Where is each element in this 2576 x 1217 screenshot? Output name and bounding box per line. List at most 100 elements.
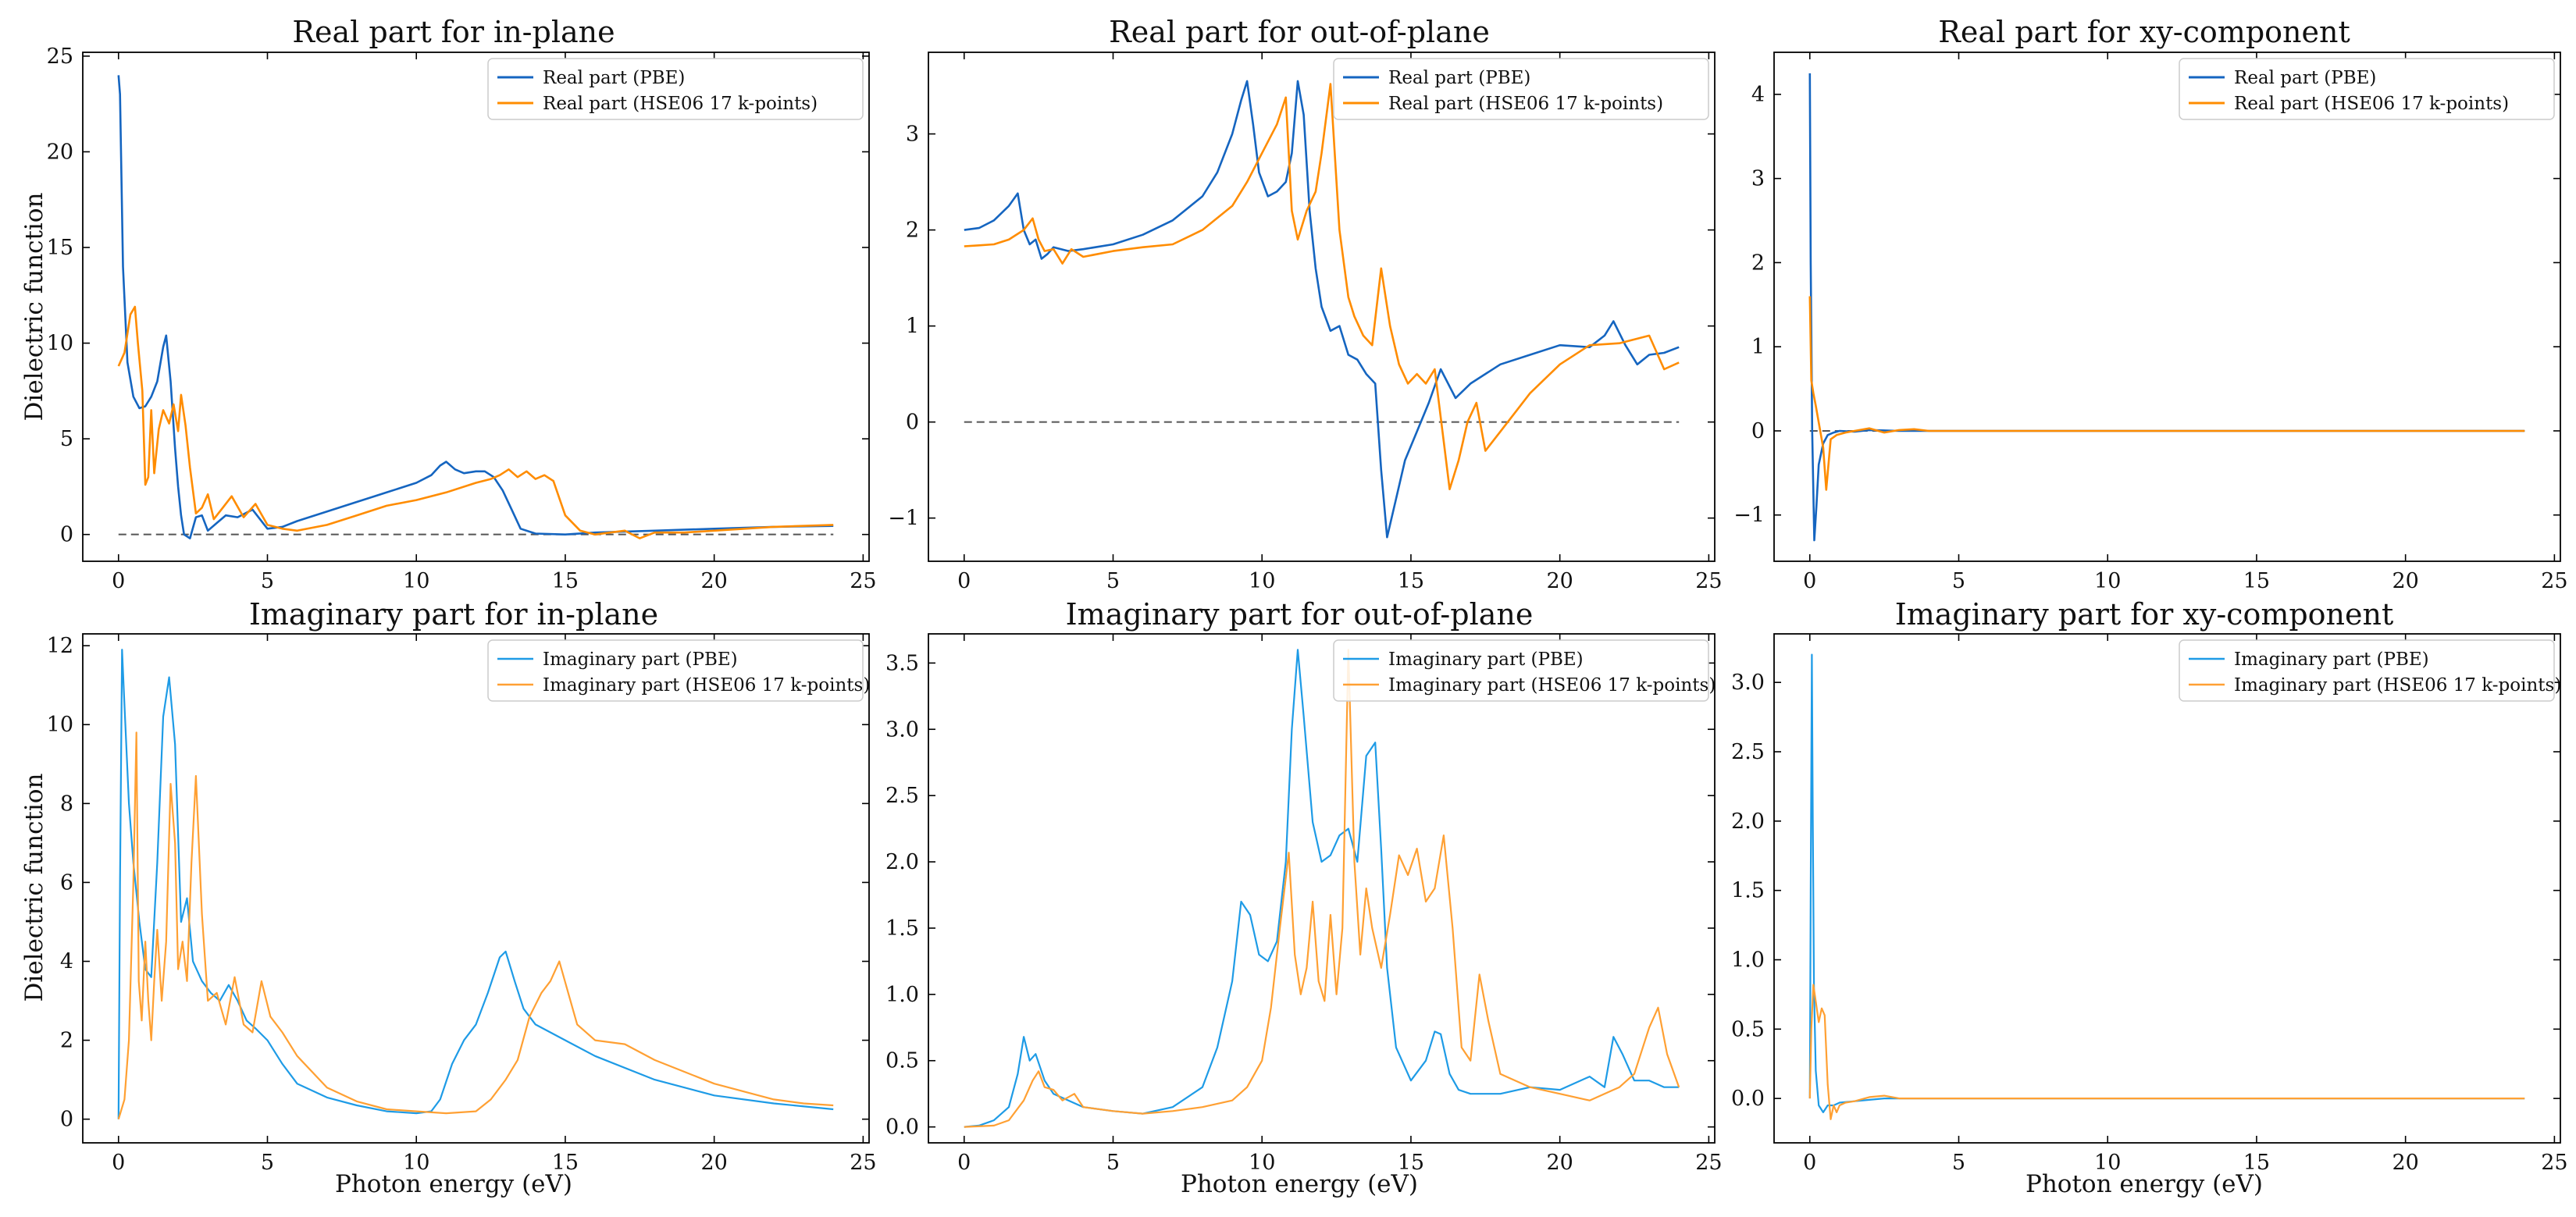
legend-label: Real part (HSE06 17 k-points)	[2234, 94, 2509, 114]
y-tick-label: 1	[1751, 335, 1765, 359]
legend-box	[2179, 639, 2555, 702]
axes-frame	[1773, 633, 2561, 1144]
x-tick-label: 0	[112, 1151, 125, 1175]
x-tick-label: 5	[1952, 1151, 1965, 1175]
legend: Imaginary part (PBE) Imaginary part (HSE0…	[487, 639, 870, 702]
series-line-1	[1808, 984, 2525, 1120]
x-tick-label: 25	[2541, 569, 2567, 593]
y-tick-label: 3.0	[1731, 671, 1765, 695]
y-tick-label: 4	[1751, 83, 1765, 107]
panel-imaginary-out-of-plane: Imaginary part for out-of-plane Photon e…	[1066, 597, 1534, 1198]
x-axis-label: Photon energy (eV)	[1181, 1170, 1418, 1198]
axes-frame	[82, 633, 870, 1144]
y-tick-label: 3	[1751, 167, 1765, 191]
panel-title: Real part for out-of-plane	[1109, 15, 1490, 49]
y-tick-label: 3.0	[885, 717, 919, 742]
legend: Imaginary part (PBE) Imaginary part (HSE0…	[1333, 639, 1716, 702]
x-tick-label: 25	[2541, 1151, 2567, 1175]
y-tick-label: −1	[1733, 504, 1765, 528]
y-tick-label: 10	[47, 713, 73, 737]
y-tick-label: 3.5	[885, 651, 919, 675]
x-tick-label: 25	[850, 1151, 876, 1175]
legend-label: Real part (HSE06 17 k-points)	[543, 94, 818, 114]
y-tick-label: 2.0	[1731, 810, 1765, 834]
y-tick-label: 6	[60, 870, 73, 895]
axes-frame	[928, 633, 1716, 1144]
x-tick-label: 25	[1695, 1151, 1722, 1175]
series-line-0	[117, 75, 834, 539]
legend-label: Imaginary part (PBE)	[1388, 649, 1584, 670]
y-tick-label: 1	[906, 315, 919, 339]
y-tick-label: 2	[60, 1029, 73, 1053]
y-tick-label: 2.0	[885, 850, 919, 874]
panel-title: Imaginary part for xy-component	[1895, 597, 2394, 632]
axes-frame	[82, 52, 870, 562]
legend-label: Real part (PBE)	[543, 68, 685, 88]
y-tick-label: 20	[47, 140, 73, 164]
y-tick-label: 12	[47, 634, 73, 658]
y-tick-label: 8	[60, 792, 73, 816]
axes-frame	[1773, 52, 2561, 562]
y-tick-label: 4	[60, 950, 73, 974]
series-line-1	[117, 731, 834, 1120]
y-tick-label: 0.5	[1731, 1017, 1765, 1041]
x-tick-label: 5	[1952, 569, 1965, 593]
x-tick-label: 5	[261, 1151, 274, 1175]
series-line-0	[117, 649, 834, 1119]
legend: Imaginary part (PBE) Imaginary part (HSE0…	[2179, 639, 2561, 702]
x-tick-label: 15	[1398, 569, 1424, 593]
x-tick-label: 15	[1398, 1151, 1424, 1175]
panel-imaginary-xy-component: Imaginary part for xy-component Photon e…	[1895, 597, 2394, 1198]
panel-real-xy-component: Real part for xy-component	[1938, 15, 2350, 49]
legend-label: Imaginary part (PBE)	[543, 649, 738, 670]
legend: Real part (PBE) Real part (HSE06 17 k-poi…	[2179, 58, 2555, 120]
x-tick-label: 0	[957, 1151, 971, 1175]
legend-label: Imaginary part (HSE06 17 k-points)	[543, 675, 870, 696]
y-tick-label: 0.0	[885, 1116, 919, 1140]
x-tick-label: 15	[2243, 1151, 2270, 1175]
x-axis-label: Photon energy (eV)	[335, 1170, 572, 1198]
x-tick-label: 0	[1803, 569, 1816, 593]
series-line-1	[117, 305, 834, 539]
y-tick-label: 0	[60, 523, 73, 547]
legend: Real part (PBE) Real part (HSE06 17 k-poi…	[487, 58, 864, 120]
x-tick-label: 5	[1106, 569, 1120, 593]
series-line-1	[964, 83, 1680, 490]
y-tick-label: 15	[47, 236, 73, 260]
x-tick-label: 20	[2392, 1151, 2418, 1175]
y-tick-label: 1.5	[885, 916, 919, 941]
x-tick-label: 5	[1106, 1151, 1120, 1175]
x-tick-label: 15	[552, 1151, 579, 1175]
legend-label: Imaginary part (PBE)	[2234, 649, 2429, 670]
x-tick-label: 20	[1546, 569, 1573, 593]
legend-label: Imaginary part (HSE06 17 k-points)	[2234, 675, 2561, 696]
y-tick-label: 0	[1751, 419, 1765, 443]
x-axis-label: Photon energy (eV)	[2026, 1170, 2263, 1198]
axes-frame	[928, 52, 1716, 562]
y-tick-label: 2.5	[1731, 740, 1765, 764]
legend-box	[487, 639, 864, 702]
x-tick-label: 0	[112, 569, 125, 593]
panel-real-in-plane: Real part for in-plane Dielectric functi…	[20, 15, 615, 421]
x-tick-label: 15	[552, 569, 579, 593]
y-tick-label: 5	[60, 427, 73, 451]
x-tick-label: 10	[403, 1151, 429, 1175]
series-line-1	[964, 649, 1680, 1128]
y-tick-label: 0	[60, 1108, 73, 1132]
panel-title: Imaginary part for out-of-plane	[1066, 597, 1534, 632]
legend: Real part (PBE) Real part (HSE06 17 k-poi…	[1333, 58, 1709, 120]
x-tick-label: 0	[957, 569, 971, 593]
legend-box	[1333, 58, 1709, 120]
x-tick-label: 10	[2094, 1151, 2121, 1175]
x-tick-label: 10	[403, 569, 429, 593]
x-tick-label: 5	[261, 569, 274, 593]
legend-label: Imaginary part (HSE06 17 k-points)	[1388, 675, 1716, 696]
x-tick-label: 0	[1803, 1151, 1816, 1175]
x-tick-label: 15	[2243, 569, 2270, 593]
x-tick-label: 20	[700, 1151, 727, 1175]
legend-label: Real part (PBE)	[2234, 68, 2376, 88]
